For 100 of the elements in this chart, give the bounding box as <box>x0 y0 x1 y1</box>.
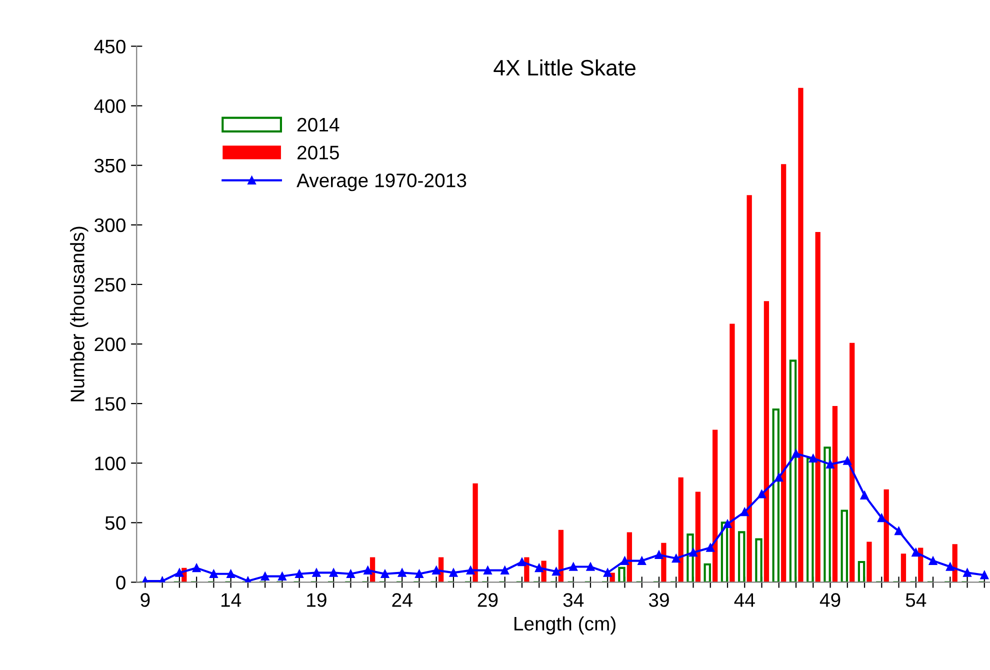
x-tick-label: 34 <box>563 593 584 607</box>
point <box>826 460 834 468</box>
point <box>210 570 218 578</box>
legend-label: Average 1970-2013 <box>296 174 466 192</box>
bar <box>695 492 701 582</box>
bar <box>840 510 848 582</box>
point <box>192 564 201 572</box>
point <box>689 548 698 557</box>
point <box>432 566 441 574</box>
point <box>175 568 184 577</box>
y-tick-label: 100 <box>95 456 126 470</box>
point <box>398 568 406 577</box>
bar <box>806 457 814 582</box>
point <box>534 564 544 572</box>
x-tick-label: 29 <box>478 593 498 607</box>
y-tick-label: 0 <box>116 576 126 590</box>
point <box>672 554 680 563</box>
point <box>329 568 338 577</box>
bar <box>558 530 564 582</box>
bar <box>472 483 478 582</box>
point <box>552 567 560 576</box>
point <box>706 544 715 552</box>
point <box>484 566 492 574</box>
point <box>226 570 235 578</box>
bar <box>712 430 718 582</box>
point <box>723 520 732 528</box>
point <box>758 490 766 498</box>
x-axis-title: Length (cm) <box>514 616 616 634</box>
point <box>740 508 749 516</box>
legend-label: 2014 <box>297 118 340 132</box>
bar <box>755 538 762 582</box>
bar <box>618 566 626 582</box>
point <box>980 570 989 580</box>
x-tick-label: 44 <box>734 593 755 607</box>
bar <box>738 531 746 582</box>
y-tick-label: 300 <box>94 218 126 232</box>
point <box>808 454 818 463</box>
point <box>603 568 612 577</box>
bar <box>704 563 711 582</box>
bar <box>832 406 838 582</box>
point <box>894 526 903 536</box>
x-tick-label: 39 <box>648 593 669 607</box>
bar <box>730 324 735 582</box>
bar <box>824 446 831 582</box>
bar <box>746 195 752 582</box>
x-tick-label: 54 <box>906 593 926 607</box>
point <box>928 556 938 565</box>
point <box>260 572 270 580</box>
y-tick-label: 200 <box>94 337 126 352</box>
point <box>569 562 578 571</box>
point <box>518 558 526 566</box>
y-tick-label: 450 <box>94 40 126 54</box>
bar <box>858 560 866 582</box>
point <box>912 548 920 557</box>
y-tick-label: 50 <box>105 516 126 530</box>
point <box>586 562 595 571</box>
point <box>346 570 355 578</box>
bar <box>798 88 804 582</box>
chart-title: 4X Little Skate <box>494 59 636 76</box>
bar <box>626 532 632 582</box>
x-tick-label: 49 <box>820 593 840 607</box>
point <box>295 570 304 578</box>
point <box>380 570 390 578</box>
y-tick-label: 150 <box>95 397 126 411</box>
point <box>860 491 869 500</box>
point <box>466 566 475 574</box>
x-tick-label: 9 <box>140 593 150 607</box>
x-tick-label: 24 <box>392 593 412 607</box>
point <box>946 562 954 571</box>
point <box>364 566 372 574</box>
x-tick-label: 14 <box>221 593 242 607</box>
bar <box>686 534 694 582</box>
bar <box>866 542 872 582</box>
point <box>620 556 629 565</box>
point <box>843 456 852 465</box>
bar <box>815 232 820 582</box>
y-tick-label: 250 <box>94 278 126 292</box>
bar <box>900 554 906 582</box>
y-tick-label: 400 <box>94 99 126 114</box>
point <box>500 566 510 574</box>
point <box>638 556 646 565</box>
point <box>963 568 972 577</box>
y-tick-label: 350 <box>94 158 126 173</box>
point <box>312 568 321 577</box>
point <box>415 570 424 578</box>
point <box>449 568 458 577</box>
bar <box>772 408 780 582</box>
point <box>792 449 800 458</box>
y-axis-title: Number (thousands) <box>70 226 88 402</box>
point <box>877 514 886 522</box>
legend-label: 2015 <box>297 146 339 160</box>
point <box>654 550 664 559</box>
bar <box>850 342 855 582</box>
bar <box>661 542 666 582</box>
bar <box>884 489 889 582</box>
point <box>278 572 286 580</box>
bar <box>764 301 770 582</box>
point <box>774 473 784 482</box>
bar <box>678 477 684 582</box>
bar <box>781 164 786 582</box>
